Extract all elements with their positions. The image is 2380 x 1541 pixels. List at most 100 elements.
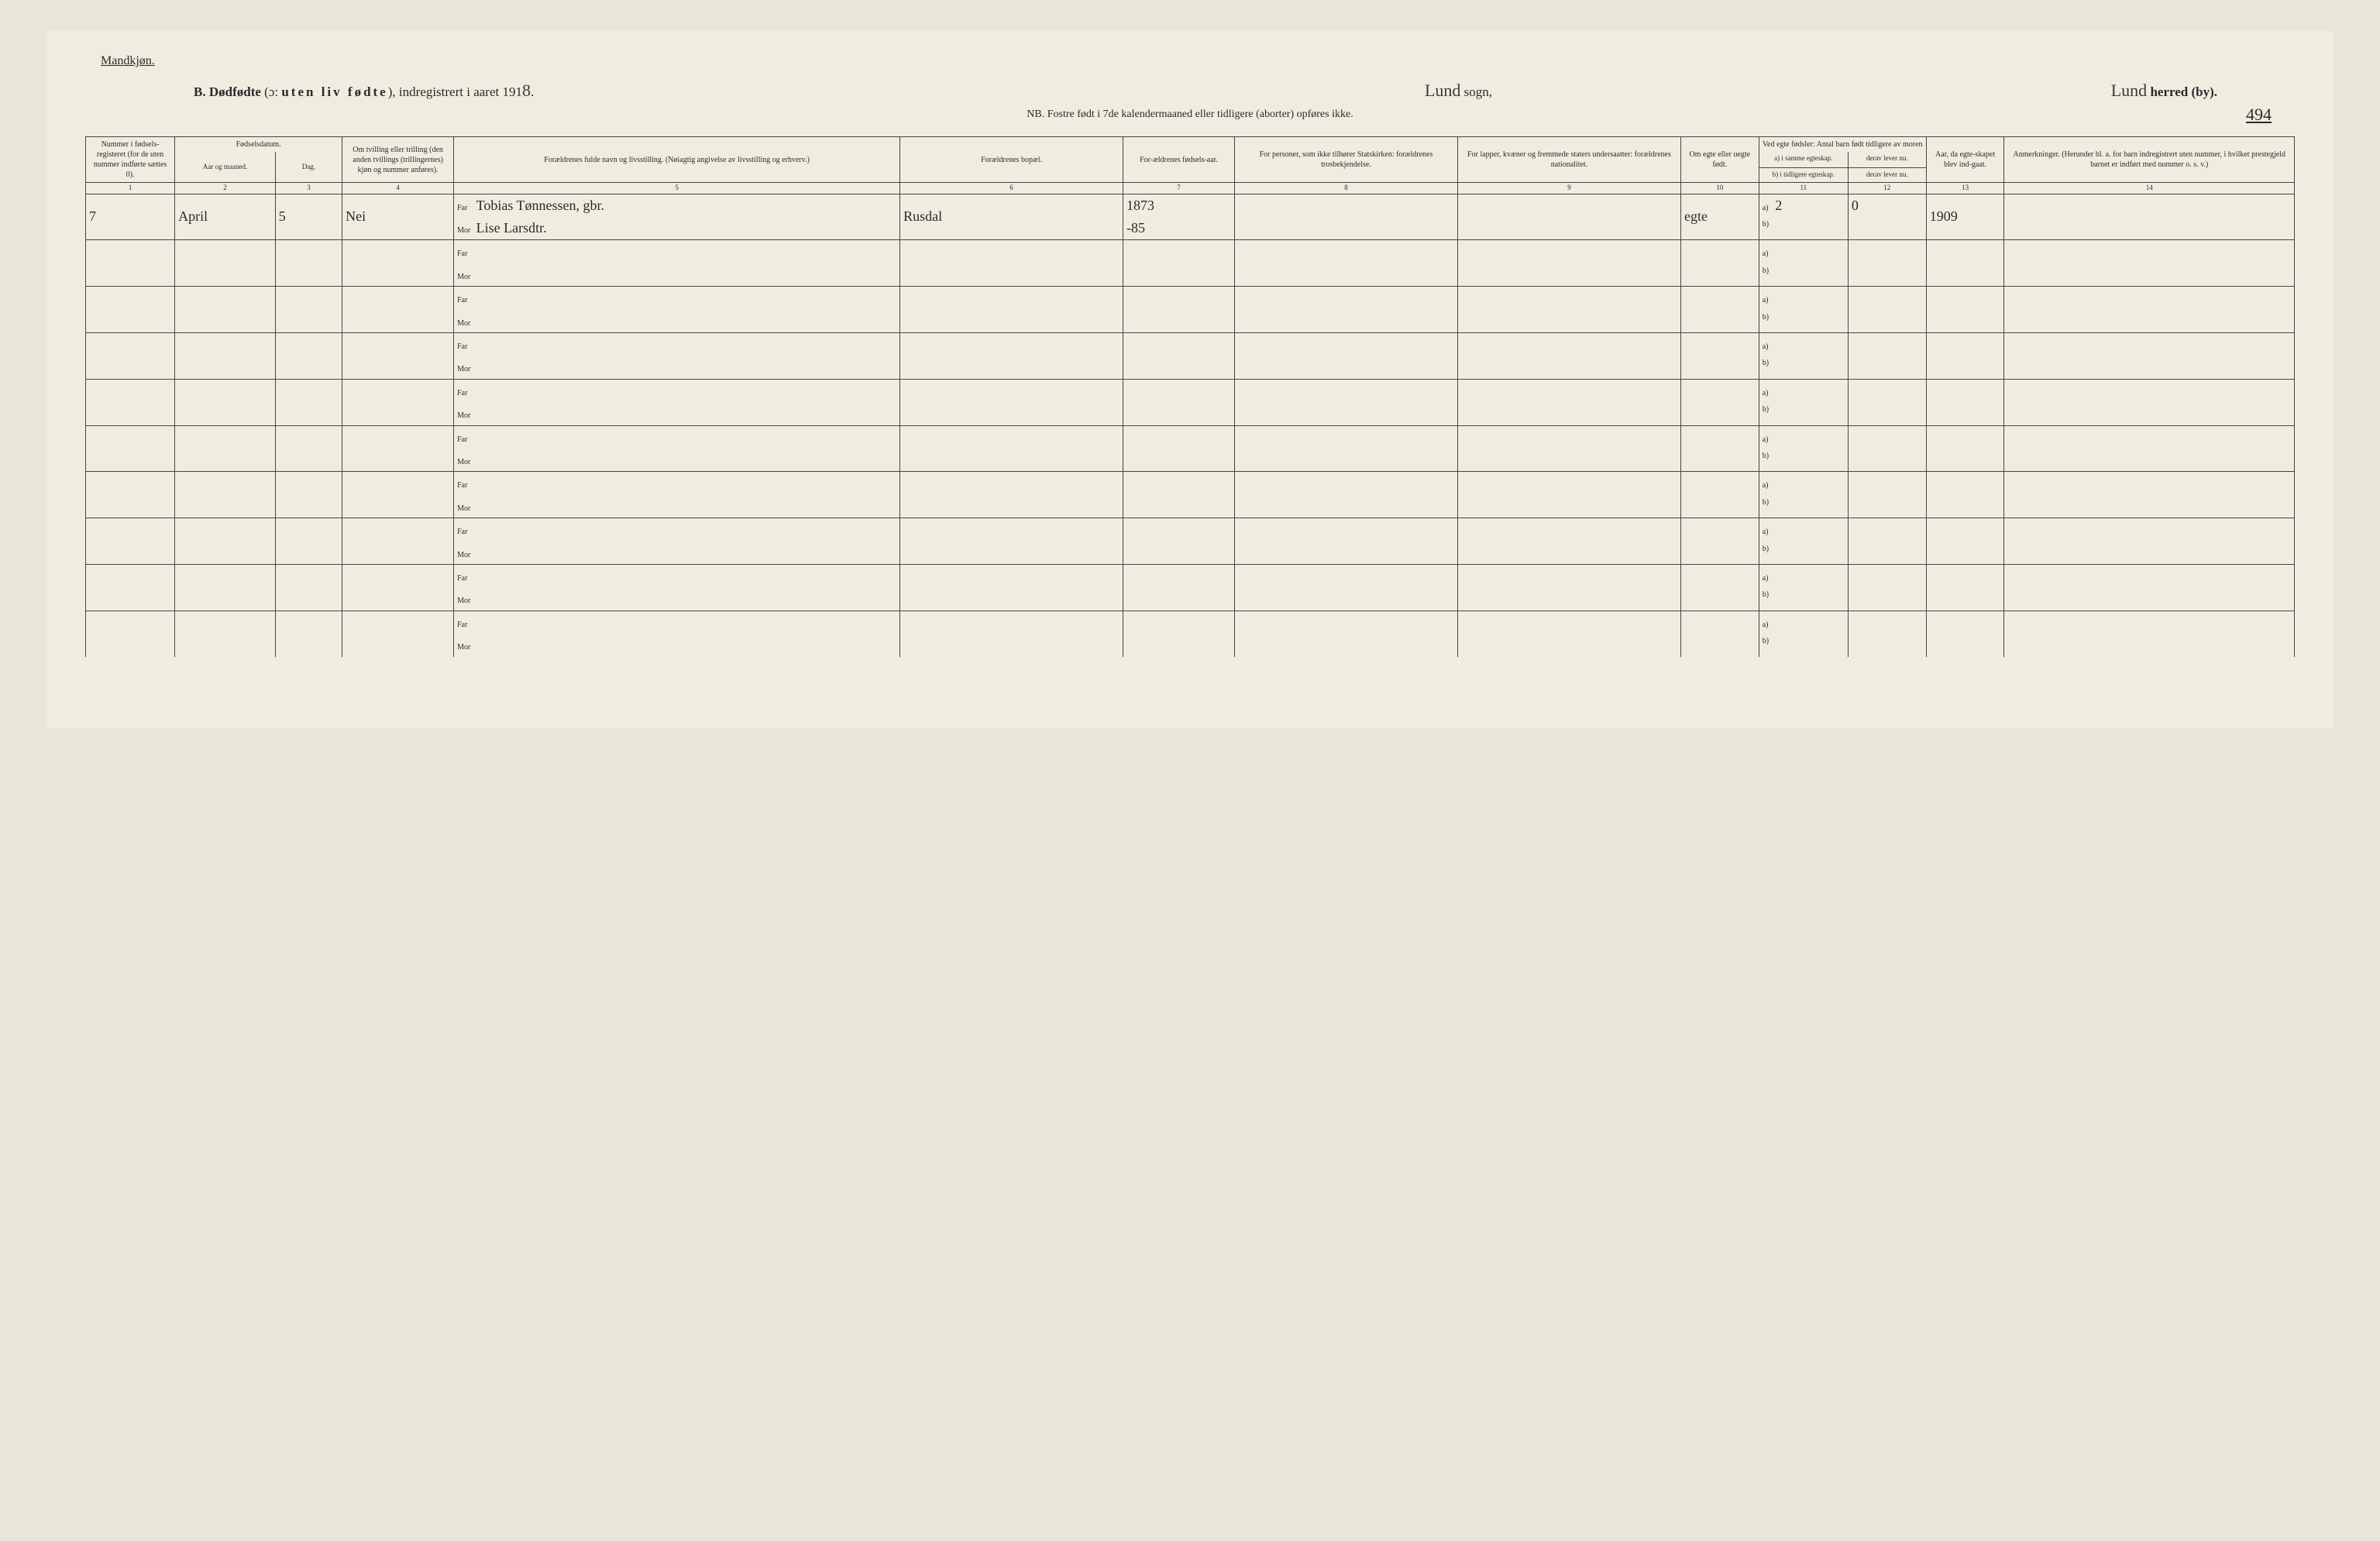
h-day: Dag. bbox=[275, 152, 342, 183]
cell-mor: Mor bbox=[454, 449, 900, 472]
cell-residence bbox=[900, 333, 1123, 380]
cell-num bbox=[86, 240, 175, 287]
cell-far: Far bbox=[454, 472, 900, 495]
colnum-row: 1 2 3 4 5 6 7 8 9 10 11 12 13 14 bbox=[86, 183, 2295, 194]
cell-num bbox=[86, 379, 175, 425]
cell-mor: Mor bbox=[454, 310, 900, 333]
cell-nationality bbox=[1457, 518, 1680, 565]
cell-twin bbox=[342, 564, 454, 611]
cell-far: Far bbox=[454, 518, 900, 542]
cell-twin: Nei bbox=[342, 194, 454, 240]
cell-notes bbox=[2004, 194, 2295, 240]
sogn-label: sogn, bbox=[1464, 84, 1492, 99]
title-paren: (ɔ: uten liv fødte), bbox=[264, 84, 396, 99]
cell-living-b bbox=[1848, 310, 1926, 333]
cell-living bbox=[1848, 472, 1926, 495]
cell-legit bbox=[1680, 472, 1759, 518]
cell-mor: Mor bbox=[454, 402, 900, 425]
cell-month bbox=[175, 287, 276, 333]
table-row: 7April5NeiFar Tobias Tønnessen, gbr.Rusd… bbox=[86, 194, 2295, 217]
cell-residence bbox=[900, 611, 1123, 656]
cn11: 11 bbox=[1759, 183, 1848, 194]
cell-prev-a: a) bbox=[1759, 472, 1848, 495]
h-parents: Forældrenes fulde navn og livsstilling. … bbox=[454, 137, 900, 183]
cell-prev-b: b) bbox=[1759, 356, 1848, 379]
cell-living: 0 bbox=[1848, 194, 1926, 217]
cn6: 6 bbox=[900, 183, 1123, 194]
table-row: Far a) bbox=[86, 333, 2295, 356]
cell-legit bbox=[1680, 518, 1759, 565]
cell-mor-year bbox=[1123, 310, 1235, 333]
h-residence: Forældrenes bopæl. bbox=[900, 137, 1123, 183]
cell-notes bbox=[2004, 333, 2295, 380]
cell-far-year bbox=[1123, 518, 1235, 542]
cell-residence bbox=[900, 379, 1123, 425]
cell-far: Far bbox=[454, 564, 900, 587]
cell-prev-a: a) bbox=[1759, 240, 1848, 263]
cell-living bbox=[1848, 333, 1926, 356]
cell-prev-b: b) bbox=[1759, 495, 1848, 518]
title-suffix: indregistrert i aaret 191 bbox=[399, 84, 522, 99]
table-row: Far a) bbox=[86, 518, 2295, 542]
cell-marriage: 1909 bbox=[1926, 194, 2004, 240]
cell-prev-a: a) bbox=[1759, 333, 1848, 356]
cell-prev-a: a) bbox=[1759, 518, 1848, 542]
subtitle: NB. Fostre født i 7de kalendermaaned ell… bbox=[85, 108, 2295, 121]
cell-month bbox=[175, 518, 276, 565]
cell-nationality bbox=[1457, 379, 1680, 425]
cell-mor-year bbox=[1123, 263, 1235, 287]
herred-hand: Lund bbox=[2111, 81, 2147, 100]
title-right: Lund herred (by). bbox=[1711, 81, 2248, 101]
cell-mor-year bbox=[1123, 587, 1235, 611]
cell-notes bbox=[2004, 611, 2295, 656]
cell-mor-year bbox=[1123, 449, 1235, 472]
cell-mor-year bbox=[1123, 402, 1235, 425]
cell-nationality bbox=[1457, 240, 1680, 287]
cell-num bbox=[86, 472, 175, 518]
cell-marriage bbox=[1926, 472, 2004, 518]
h-twin: Om tvilling eller trilling (den anden tv… bbox=[342, 137, 454, 183]
cell-residence bbox=[900, 518, 1123, 565]
cell-twin bbox=[342, 518, 454, 565]
cn2: 2 bbox=[175, 183, 276, 194]
title-mid: Lund sogn, bbox=[1205, 81, 1711, 101]
cn10: 10 bbox=[1680, 183, 1759, 194]
year-hand: 8 bbox=[522, 81, 531, 100]
cell-mor: Mor bbox=[454, 263, 900, 287]
cell-notes bbox=[2004, 518, 2295, 565]
cn14: 14 bbox=[2004, 183, 2295, 194]
cell-living-b bbox=[1848, 495, 1926, 518]
cell-religion bbox=[1235, 287, 1458, 333]
cell-living-b bbox=[1848, 634, 1926, 656]
cell-day bbox=[275, 518, 342, 565]
cell-residence bbox=[900, 564, 1123, 611]
cell-prev-b: b) bbox=[1759, 587, 1848, 611]
cell-notes bbox=[2004, 472, 2295, 518]
cell-prev-b: b) bbox=[1759, 263, 1848, 287]
cell-mor-year bbox=[1123, 634, 1235, 656]
cell-mor: Mor bbox=[454, 356, 900, 379]
cell-num bbox=[86, 287, 175, 333]
cell-prev-b: b) bbox=[1759, 310, 1848, 333]
h-notes: Anmerkninger. (Herunder bl. a. for barn … bbox=[2004, 137, 2295, 183]
cell-twin bbox=[342, 333, 454, 380]
cell-religion bbox=[1235, 564, 1458, 611]
cell-num bbox=[86, 518, 175, 565]
table-row: Far a) bbox=[86, 472, 2295, 495]
title-left: B. Dødfødte (ɔ: uten liv fødte), indregi… bbox=[132, 81, 1205, 101]
cell-nationality bbox=[1457, 564, 1680, 611]
cell-month bbox=[175, 240, 276, 287]
cell-living-b bbox=[1848, 542, 1926, 565]
cell-nationality bbox=[1457, 472, 1680, 518]
h-prev-a: a) i samme egteskap. bbox=[1759, 152, 1848, 168]
cell-residence bbox=[900, 425, 1123, 472]
cell-far-year bbox=[1123, 611, 1235, 634]
cell-far: Far bbox=[454, 287, 900, 310]
cell-marriage bbox=[1926, 287, 2004, 333]
cell-day: 5 bbox=[275, 194, 342, 240]
cell-legit bbox=[1680, 379, 1759, 425]
title-main: Dødfødte bbox=[209, 84, 261, 99]
title-row: B. Dødfødte (ɔ: uten liv fødte), indregi… bbox=[85, 81, 2295, 101]
cell-day bbox=[275, 564, 342, 611]
cell-far-year bbox=[1123, 379, 1235, 402]
